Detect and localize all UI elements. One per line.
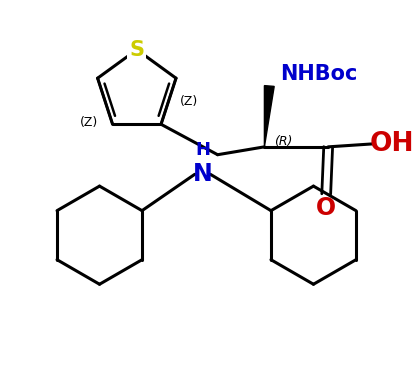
Text: N: N — [193, 162, 212, 186]
Text: (Z): (Z) — [80, 116, 98, 129]
Text: (R): (R) — [274, 136, 292, 149]
Polygon shape — [264, 86, 274, 147]
Text: H: H — [195, 141, 210, 159]
Text: OH: OH — [370, 131, 414, 157]
Text: O: O — [316, 196, 336, 220]
Text: NHBoc: NHBoc — [279, 64, 357, 84]
Text: (Z): (Z) — [180, 95, 199, 108]
Text: S: S — [129, 40, 144, 60]
